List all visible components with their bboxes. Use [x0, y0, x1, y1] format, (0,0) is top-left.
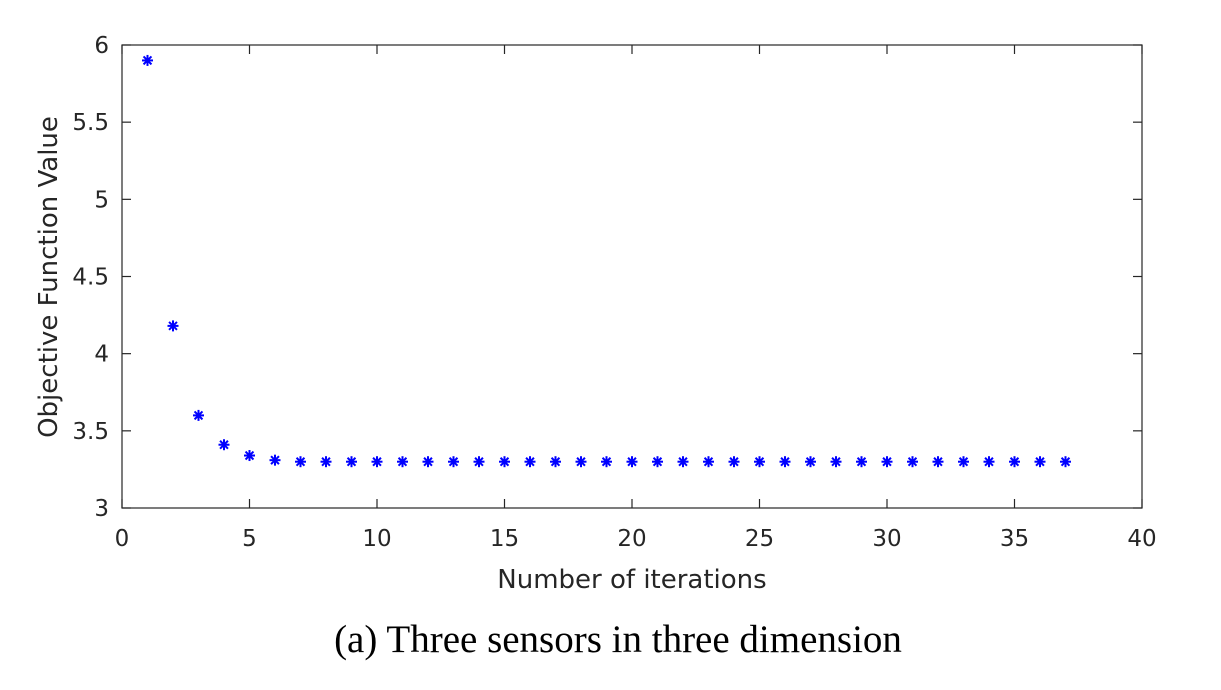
x-axis-label: Number of iterations — [497, 565, 766, 595]
data-point — [830, 456, 842, 468]
y-axis-label: Objective Function Value — [34, 116, 64, 438]
data-point — [346, 456, 357, 468]
x-tick-labels: 0 5 10 15 20 25 30 35 40 — [115, 526, 1157, 552]
y-tick-label: 6 — [94, 33, 109, 59]
data-point — [244, 450, 255, 462]
data-point — [142, 54, 153, 66]
data-point — [167, 320, 179, 332]
data-point — [397, 456, 408, 468]
x-tick-label: 40 — [1127, 526, 1156, 552]
data-point — [626, 456, 638, 468]
data-point — [856, 456, 867, 468]
data-point — [1034, 456, 1046, 468]
x-tick-label: 35 — [1000, 526, 1029, 552]
data-point — [218, 439, 230, 451]
data-point — [193, 409, 204, 421]
x-tick-label: 15 — [490, 526, 519, 552]
figure-caption: (a) Three sensors in three dimension — [334, 618, 902, 661]
data-point — [652, 456, 663, 468]
data-point — [550, 456, 561, 468]
data-point — [932, 456, 944, 468]
y-tick-label: 3.5 — [72, 419, 109, 445]
data-point — [499, 456, 510, 468]
y-tick-label: 3 — [94, 496, 109, 522]
x-tick-label: 0 — [115, 526, 130, 552]
x-tick-label: 30 — [872, 526, 901, 552]
data-point — [269, 454, 281, 466]
data-point — [805, 456, 816, 468]
data-point — [295, 456, 306, 468]
y-tick-label: 4 — [94, 342, 109, 368]
data-point — [422, 456, 434, 468]
y-tick-labels: 3 3.5 4 4.5 5 5.5 6 — [72, 33, 109, 522]
data-point — [448, 456, 459, 468]
data-point — [958, 456, 969, 468]
data-point — [524, 456, 536, 468]
data-point — [881, 456, 893, 468]
y-tick-label: 4.5 — [72, 265, 109, 291]
data-point — [983, 456, 995, 468]
data-point — [320, 456, 332, 468]
y-tick-label: 5.5 — [72, 110, 109, 136]
plot-frame — [121, 44, 1143, 509]
data-point — [371, 456, 383, 468]
data-points — [142, 54, 1071, 468]
x-tick-label: 20 — [617, 526, 646, 552]
y-tick-label: 5 — [94, 187, 109, 213]
data-point — [728, 456, 740, 468]
data-point — [677, 456, 689, 468]
x-tick-label: 25 — [745, 526, 774, 552]
data-point — [473, 456, 485, 468]
data-point — [1009, 456, 1020, 468]
data-point — [601, 456, 612, 468]
axis-ticks — [121, 44, 1143, 509]
data-point — [907, 456, 918, 468]
data-point — [575, 456, 587, 468]
data-point — [779, 456, 791, 468]
x-tick-label: 10 — [362, 526, 391, 552]
x-tick-label: 5 — [242, 526, 257, 552]
data-point — [703, 456, 714, 468]
data-point — [1060, 456, 1071, 468]
data-point — [754, 456, 765, 468]
